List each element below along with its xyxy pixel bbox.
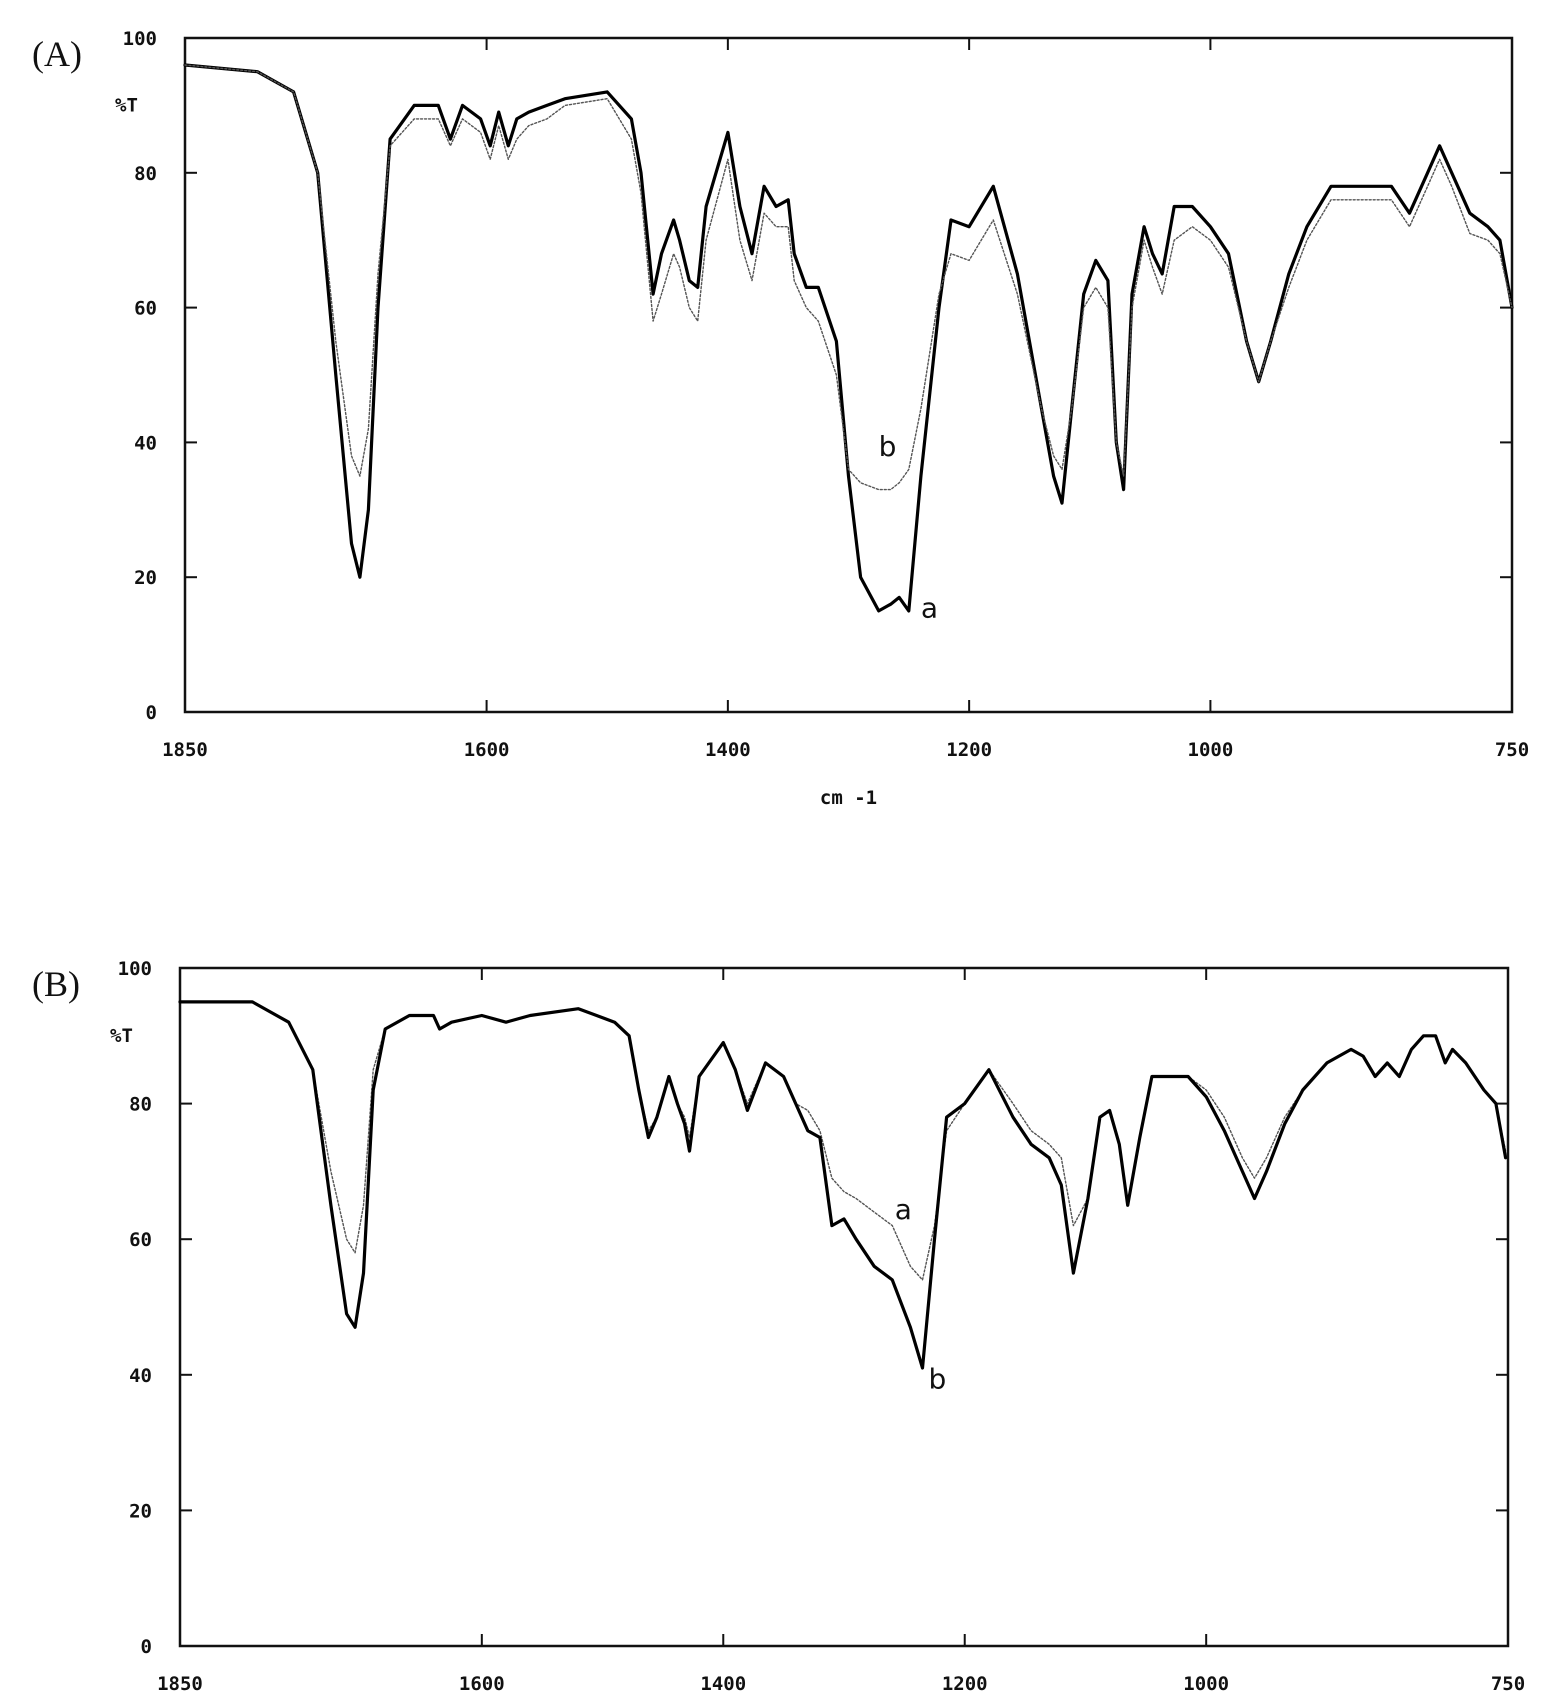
y-tick-label: 80: [134, 163, 157, 185]
x-tick-label: 1400: [705, 739, 751, 761]
x-tick-label: 1000: [1188, 739, 1234, 761]
y-tick-label: 20: [134, 567, 157, 589]
x-tick-label: 1000: [1183, 1673, 1229, 1695]
y-tick-label: 60: [129, 1229, 152, 1251]
panel-label: (A): [32, 34, 82, 74]
chart-panel-a: (A) 0 20 40 60 80 100 %T 1850 1600 1400 1200 1000 750…: [0, 0, 1541, 830]
x-tick-label: 1600: [459, 1673, 505, 1695]
plot-frame: [183, 36, 1514, 714]
y-axis-label: %T: [110, 1025, 133, 1047]
y-tick-label: 0: [146, 702, 157, 724]
y-tick-label: 40: [129, 1365, 152, 1387]
series-line-b-a: [179, 1001, 1507, 1281]
series-label-a-a: a: [921, 592, 938, 625]
x-tick-label: 750: [1495, 739, 1529, 761]
series-line-a-b: [184, 64, 1513, 491]
y-tick-label: 0: [141, 1636, 152, 1658]
x-tick-label: 1200: [946, 739, 992, 761]
chart-b-svg: (B) 0 20 40 60 80 100 %T 1850 1600 1400 1200 1000 750…: [32, 958, 1525, 1695]
x-tick-label: 1200: [942, 1673, 988, 1695]
x-tick-label: 1850: [162, 739, 208, 761]
series-label-b-a: a: [895, 1193, 912, 1226]
x-axis-title: cm -1: [820, 787, 877, 809]
chart-a-svg: (A) 0 20 40 60 80 100 %T 1850 1600 1400 1200 1000 750…: [32, 28, 1529, 809]
chart-panel-b: (B) 0 20 40 60 80 100 %T 1850 1600 1400 1200 1000 750…: [0, 930, 1541, 1696]
y-tick-label: 60: [134, 298, 157, 320]
y-tick-label: 40: [134, 432, 157, 454]
y-tick-label: 100: [123, 28, 157, 50]
y-axis-label: %T: [115, 94, 138, 116]
series-line-a-a: [183, 63, 1514, 613]
x-tick-label: 1600: [464, 739, 510, 761]
y-tick-label: 20: [129, 1500, 152, 1522]
panel-label: (B): [32, 964, 80, 1004]
y-tick-label: 80: [129, 1094, 152, 1116]
y-tick-label: 100: [118, 958, 152, 980]
series-line-b-b: [178, 1000, 1508, 1370]
x-tick-label: 1850: [157, 1673, 203, 1695]
x-tick-label: 750: [1491, 1673, 1525, 1695]
series-label-a-b: b: [879, 430, 897, 463]
x-tick-label: 1400: [700, 1673, 746, 1695]
plot-frame: [178, 966, 1510, 1648]
series-label-b-b: b: [929, 1362, 947, 1395]
